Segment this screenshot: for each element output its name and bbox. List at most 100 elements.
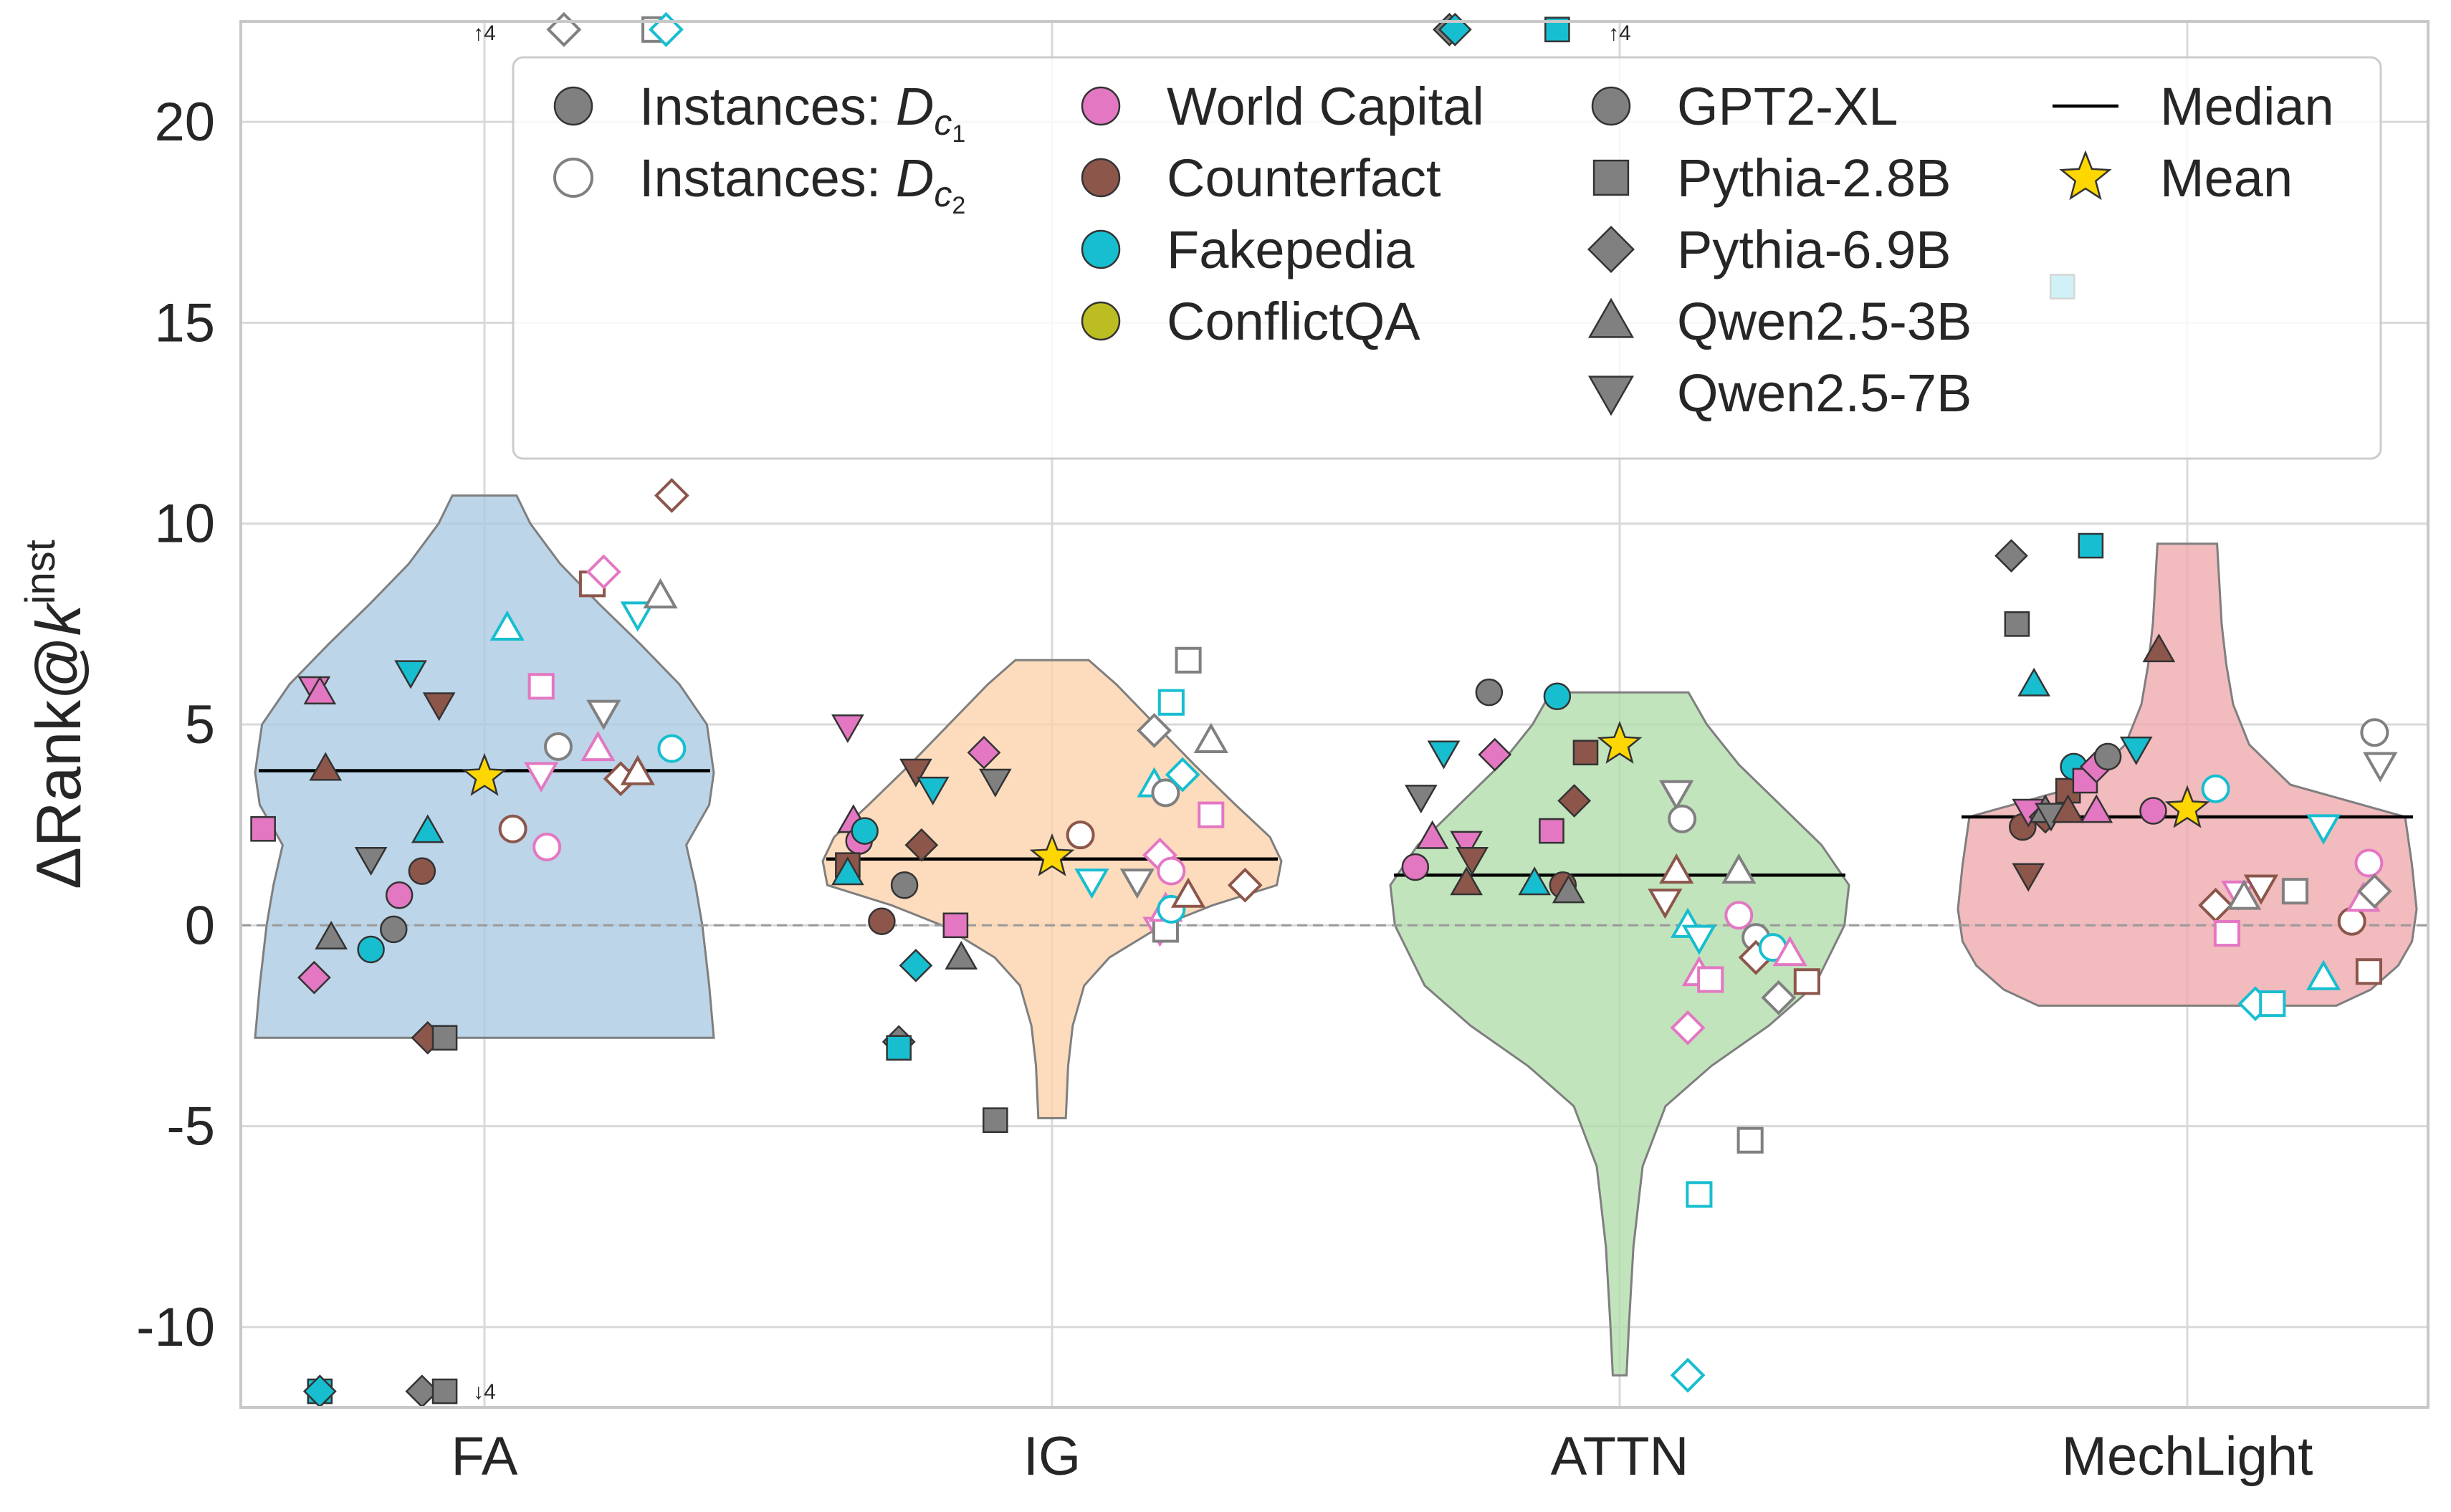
data-point (1066, 820, 1095, 850)
data-point (1401, 853, 1430, 881)
data-point (1427, 740, 1461, 770)
x-tick-label: MechLight (2062, 1426, 2313, 1487)
data-point (2139, 797, 2167, 825)
x-tick-label: IG (1023, 1426, 1081, 1487)
mean-star (462, 752, 507, 796)
data-point (1659, 780, 1694, 811)
data-point (899, 948, 933, 982)
data-point (2201, 774, 2230, 803)
data-point (250, 815, 276, 842)
data-point (354, 847, 388, 876)
data-point (2213, 919, 2240, 947)
data-point (890, 871, 919, 899)
x-tick-label: ATTN (1551, 1426, 1689, 1487)
data-point (1772, 935, 1807, 967)
offscale-note: ↑4 (1608, 21, 1631, 45)
data-point (982, 1107, 1008, 1133)
data-point (1543, 682, 1572, 711)
data-point (543, 732, 573, 761)
y-tick-label: -5 (166, 1096, 215, 1157)
offscale-notes: ↑4 ↓4 ↑4 (473, 21, 1631, 1404)
data-point (945, 940, 978, 970)
data-point (899, 758, 932, 788)
legend-marker (553, 158, 593, 198)
data-point (2259, 990, 2286, 1018)
data-point (1074, 869, 1109, 899)
data-point (586, 554, 621, 590)
data-point (1648, 889, 1683, 919)
data-point (620, 601, 655, 632)
legend-label: World Capital (1167, 77, 1484, 136)
legend-label: Instances: Dc1 (639, 77, 965, 148)
data-point (654, 478, 689, 513)
data-point (1681, 924, 1717, 955)
data-point (527, 673, 555, 700)
data-point (1572, 740, 1599, 766)
plot-frame (239, 20, 2430, 1409)
legend-marker (1592, 159, 1630, 196)
data-point (431, 1378, 458, 1405)
data-point (1670, 1357, 1706, 1393)
legend-marker (1591, 86, 1631, 126)
data-point (431, 1025, 458, 1051)
legend-label: Pythia-6.9B (1677, 220, 1951, 279)
data-point (1193, 722, 1228, 753)
data-point (1151, 778, 1180, 808)
data-point (1994, 539, 2028, 573)
data-point (1518, 866, 1552, 896)
data-point (851, 817, 879, 845)
data-point (620, 755, 655, 785)
data-point (315, 920, 348, 949)
data-point (2356, 874, 2392, 909)
data-point (422, 692, 456, 722)
data-point (1404, 785, 1438, 814)
data-point (1170, 877, 1206, 908)
data-point (2012, 863, 2045, 892)
data-point (967, 735, 1001, 770)
legend-label: Qwen2.5-3B (1677, 292, 1972, 351)
legend-marker (1081, 229, 1121, 269)
data-point (657, 734, 687, 763)
data-point (1165, 757, 1200, 793)
data-point (643, 578, 678, 609)
data-point (1175, 646, 1202, 674)
data-point (831, 714, 864, 744)
offscale-note: ↓4 (473, 1380, 496, 1404)
data-point (580, 730, 616, 762)
data-point (2243, 874, 2279, 905)
mean-stars (462, 720, 2210, 876)
y-tick-label: 10 (154, 494, 215, 555)
data-point (2142, 633, 2176, 663)
y-tick-label: 5 (185, 694, 215, 755)
data-point (1450, 831, 1484, 860)
y-tick-label: -10 (136, 1297, 215, 1358)
data-point (411, 814, 444, 843)
legend-marker (2059, 150, 2112, 201)
data-point (1198, 801, 1225, 828)
data-point (1686, 1181, 1713, 1208)
legend-label: Fakepedia (1167, 220, 1415, 279)
mean-star (2164, 785, 2210, 828)
data-point (2093, 742, 2122, 771)
data-point (408, 857, 436, 885)
data-point (357, 935, 385, 964)
data-point (916, 776, 950, 805)
data-point (1724, 901, 1754, 930)
data-point (1227, 867, 1263, 903)
legend-marker (1081, 86, 1121, 126)
data-point (2306, 814, 2341, 845)
data-point (1793, 968, 1820, 995)
data-point (586, 699, 621, 730)
data-point (942, 912, 969, 939)
legend-marker (1587, 375, 1635, 416)
legend-box (512, 56, 2382, 460)
legend-label: Pythia-2.8B (1677, 148, 1951, 208)
offscale-note: ↑4 (473, 21, 496, 45)
data-point (2017, 667, 2051, 697)
data-point (498, 814, 527, 843)
data-point (1736, 1126, 1764, 1154)
data-point (1456, 847, 1489, 876)
data-point (2051, 794, 2085, 823)
